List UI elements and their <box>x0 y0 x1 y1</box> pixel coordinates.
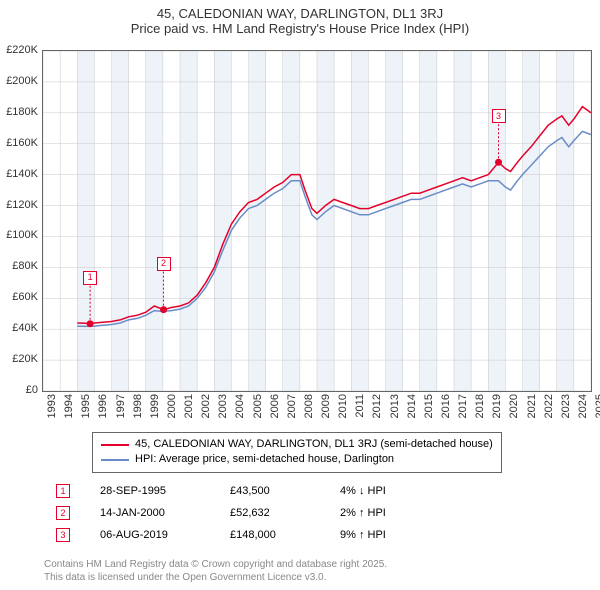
legend-row-property: 45, CALEDONIAN WAY, DARLINGTON, DL1 3RJ … <box>101 437 493 452</box>
footer-line2: This data is licensed under the Open Gov… <box>44 571 387 584</box>
ytick-label: £40K <box>12 322 38 334</box>
xtick-label: 2022 <box>543 394 555 418</box>
xtick-label: 2020 <box>508 394 520 418</box>
sale-marker-3: 3 <box>56 528 70 542</box>
ytick-label: £220K <box>6 44 38 56</box>
xtick-label: 2000 <box>166 394 178 418</box>
sale-marker-dot-2 <box>160 306 167 313</box>
xtick-label: 2021 <box>526 394 538 418</box>
ytick-label: £60K <box>12 291 38 303</box>
xtick-label: 1998 <box>132 394 144 418</box>
sale-row-2: 2 14-JAN-2000 £52,632 2% ↑ HPI <box>56 502 420 524</box>
title-line1: 45, CALEDONIAN WAY, DARLINGTON, DL1 3RJ <box>0 6 600 21</box>
sale-row-1: 1 28-SEP-1995 £43,500 4% ↓ HPI <box>56 480 420 502</box>
xtick-label: 2018 <box>474 394 486 418</box>
ytick-label: £200K <box>6 75 38 87</box>
sale-row-3: 3 06-AUG-2019 £148,000 9% ↑ HPI <box>56 524 420 546</box>
xtick-label: 1993 <box>46 394 58 418</box>
title-block: 45, CALEDONIAN WAY, DARLINGTON, DL1 3RJ … <box>0 0 600 36</box>
xtick-label: 2024 <box>577 394 589 418</box>
sale-marker-box-3: 3 <box>492 109 506 123</box>
sale-price-1: £43,500 <box>230 485 310 497</box>
legend-label-hpi: HPI: Average price, semi-detached house,… <box>135 452 394 467</box>
sale-date-3: 06-AUG-2019 <box>100 529 200 541</box>
xtick-label: 1996 <box>97 394 109 418</box>
xtick-label: 2007 <box>286 394 298 418</box>
sale-date-1: 28-SEP-1995 <box>100 485 200 497</box>
xtick-label: 2006 <box>269 394 281 418</box>
xtick-label: 2017 <box>457 394 469 418</box>
xtick-label: 2010 <box>337 394 349 418</box>
legend-swatch-property <box>101 444 129 446</box>
xtick-label: 2012 <box>371 394 383 418</box>
sale-price-2: £52,632 <box>230 507 310 519</box>
legend-row-hpi: HPI: Average price, semi-detached house,… <box>101 452 493 467</box>
xtick-label: 2004 <box>234 394 246 418</box>
chart-container: 45, CALEDONIAN WAY, DARLINGTON, DL1 3RJ … <box>0 0 600 590</box>
sale-table: 1 28-SEP-1995 £43,500 4% ↓ HPI 2 14-JAN-… <box>56 480 420 546</box>
legend: 45, CALEDONIAN WAY, DARLINGTON, DL1 3RJ … <box>92 432 502 473</box>
xtick-label: 2005 <box>252 394 264 418</box>
sale-diff-1: 4% ↓ HPI <box>340 485 420 497</box>
plot-area: 1 2 3 <box>42 50 592 392</box>
xtick-label: 2013 <box>389 394 401 418</box>
sale-marker-dot-3 <box>495 159 502 166</box>
xtick-label: 1994 <box>63 394 75 418</box>
sale-marker-2: 2 <box>56 506 70 520</box>
xtick-label: 2002 <box>200 394 212 418</box>
legend-swatch-hpi <box>101 459 129 461</box>
sale-diff-3: 9% ↑ HPI <box>340 529 420 541</box>
xtick-label: 2011 <box>354 394 366 418</box>
footer-line1: Contains HM Land Registry data © Crown c… <box>44 558 387 571</box>
ytick-label: £0 <box>26 384 38 396</box>
ytick-label: £80K <box>12 260 38 272</box>
ytick-label: £140K <box>6 168 38 180</box>
xtick-label: 2025 <box>594 394 600 418</box>
xtick-label: 1995 <box>80 394 92 418</box>
legend-label-property: 45, CALEDONIAN WAY, DARLINGTON, DL1 3RJ … <box>135 437 493 452</box>
xtick-label: 2023 <box>560 394 572 418</box>
sale-marker-1: 1 <box>56 484 70 498</box>
xtick-label: 2014 <box>406 394 418 418</box>
ytick-label: £120K <box>6 199 38 211</box>
sale-marker-box-2: 2 <box>157 257 171 271</box>
xtick-label: 2003 <box>217 394 229 418</box>
ytick-label: £160K <box>6 137 38 149</box>
chart-svg <box>43 51 591 391</box>
sale-marker-dot-1 <box>87 320 94 327</box>
ytick-label: £180K <box>6 106 38 118</box>
footer: Contains HM Land Registry data © Crown c… <box>44 558 387 584</box>
sale-marker-box-1: 1 <box>83 271 97 285</box>
xtick-label: 2015 <box>423 394 435 418</box>
sale-diff-2: 2% ↑ HPI <box>340 507 420 519</box>
title-line2: Price paid vs. HM Land Registry's House … <box>0 21 600 36</box>
xtick-label: 1997 <box>115 394 127 418</box>
xtick-label: 2019 <box>491 394 503 418</box>
xtick-label: 2008 <box>303 394 315 418</box>
xtick-label: 2009 <box>320 394 332 418</box>
sale-date-2: 14-JAN-2000 <box>100 507 200 519</box>
ytick-label: £100K <box>6 229 38 241</box>
sale-price-3: £148,000 <box>230 529 310 541</box>
xtick-label: 2016 <box>440 394 452 418</box>
xtick-label: 1999 <box>149 394 161 418</box>
ytick-label: £20K <box>12 353 38 365</box>
xtick-label: 2001 <box>183 394 195 418</box>
